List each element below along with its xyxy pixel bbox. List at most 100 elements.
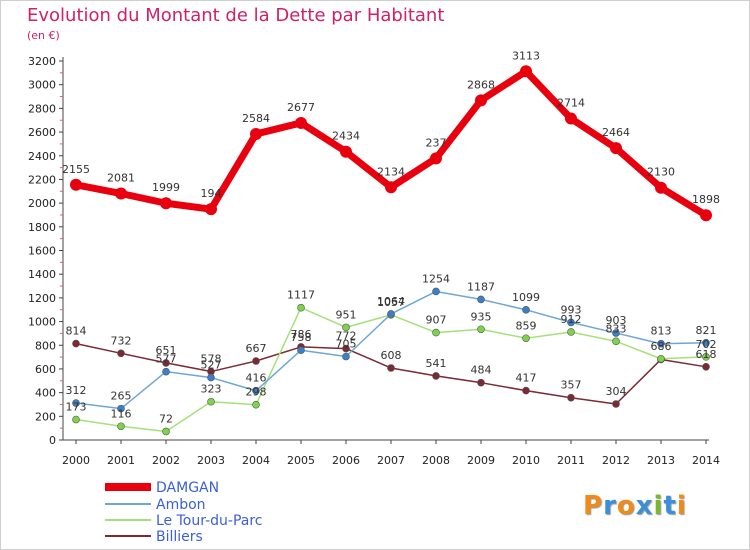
data-point [657, 339, 665, 348]
y-tick-label: 400 [35, 387, 56, 400]
data-point [72, 415, 80, 424]
data-label: 705 [336, 338, 357, 351]
data-point [70, 178, 82, 191]
x-tick-label: 2008 [422, 454, 450, 467]
data-point [612, 337, 620, 346]
x-tick-label: 2002 [152, 454, 180, 467]
data-label: 312 [66, 384, 87, 397]
data-label: 323 [201, 383, 222, 396]
data-label: 298 [246, 386, 267, 399]
data-label: 912 [561, 313, 582, 326]
data-label: 903 [606, 314, 627, 327]
data-label: 2130 [647, 166, 675, 179]
series-ambon [72, 287, 710, 413]
data-point [162, 427, 170, 436]
data-point [295, 116, 307, 129]
data-label: 2134 [377, 165, 405, 178]
data-point [432, 372, 440, 380]
data-label: 2677 [287, 101, 315, 114]
data-label: 194 [201, 187, 222, 200]
logo-letter: x [635, 491, 654, 521]
x-tick-label: 2009 [467, 454, 495, 467]
data-label: 357 [561, 379, 582, 392]
data-point [117, 404, 125, 413]
data-point [115, 187, 127, 200]
logo-letter: i [676, 491, 687, 521]
data-point [162, 359, 170, 367]
data-label: 541 [426, 357, 447, 370]
x-tick-label: 2004 [242, 454, 270, 467]
y-tick-label: 1600 [28, 245, 56, 258]
data-point [567, 328, 575, 336]
data-label: 173 [66, 401, 87, 414]
data-point [342, 352, 350, 361]
y-tick-label: 2600 [28, 126, 56, 139]
data-point [475, 94, 487, 107]
data-point [385, 181, 397, 194]
data-point [342, 323, 350, 332]
data-label: 72 [159, 412, 173, 425]
legend-label: DAMGAN [156, 480, 219, 496]
data-point [387, 310, 395, 318]
y-tick-label: 1000 [28, 316, 56, 329]
data-label: 951 [336, 308, 357, 321]
data-point [252, 357, 260, 365]
data-point [432, 287, 440, 296]
data-point [72, 339, 80, 348]
data-point [702, 363, 710, 371]
data-label: 2434 [332, 130, 360, 143]
data-point [205, 203, 217, 216]
data-point [567, 318, 575, 327]
data-label: 1099 [512, 291, 540, 304]
y-tick-label: 800 [35, 339, 56, 352]
data-label: 686 [651, 340, 672, 353]
data-point [430, 152, 442, 165]
data-label: 265 [111, 390, 132, 403]
data-label: 1254 [422, 272, 450, 285]
data-label: 578 [201, 353, 222, 366]
data-label: 1057 [377, 296, 405, 309]
data-label: 416 [246, 372, 267, 385]
data-label: 2081 [107, 172, 135, 185]
data-label: 2155 [62, 163, 90, 176]
data-point [297, 303, 305, 312]
data-point [612, 329, 620, 337]
data-label: 484 [471, 364, 492, 377]
data-point [700, 209, 712, 222]
x-tick-label: 2014 [692, 454, 720, 467]
data-label: 527 [201, 359, 222, 372]
data-label: 608 [381, 349, 402, 362]
data-label: 1187 [467, 280, 495, 293]
data-point [522, 386, 530, 395]
y-tick-label: 2200 [28, 173, 56, 186]
data-label: 786 [291, 328, 312, 341]
x-tick-label: 2000 [62, 454, 90, 467]
data-label: 859 [516, 319, 537, 332]
x-tick-label: 2007 [377, 454, 405, 467]
data-point [252, 400, 260, 409]
legend-label: Le Tour-du-Parc [156, 513, 263, 529]
data-point [567, 393, 575, 402]
logo-letter: r [603, 491, 617, 521]
x-tick-label: 2011 [557, 454, 585, 467]
data-point [207, 397, 215, 406]
y-tick-label: 3200 [28, 55, 56, 68]
data-point [520, 65, 532, 78]
data-point [342, 344, 350, 353]
data-point [297, 346, 305, 355]
data-point [702, 338, 710, 347]
data-point [252, 386, 260, 395]
y-tick-label: 2000 [28, 197, 56, 210]
data-label: 702 [696, 338, 717, 351]
legend-label: Billiers [156, 529, 203, 545]
data-label: 758 [291, 331, 312, 344]
data-point [477, 295, 485, 304]
data-point [655, 181, 667, 194]
series-damgan [70, 65, 712, 222]
data-point [477, 325, 485, 334]
data-label: 577 [156, 353, 177, 366]
data-label: 1999 [152, 181, 180, 194]
x-tick-label: 2006 [332, 454, 360, 467]
data-label: 821 [696, 324, 717, 337]
